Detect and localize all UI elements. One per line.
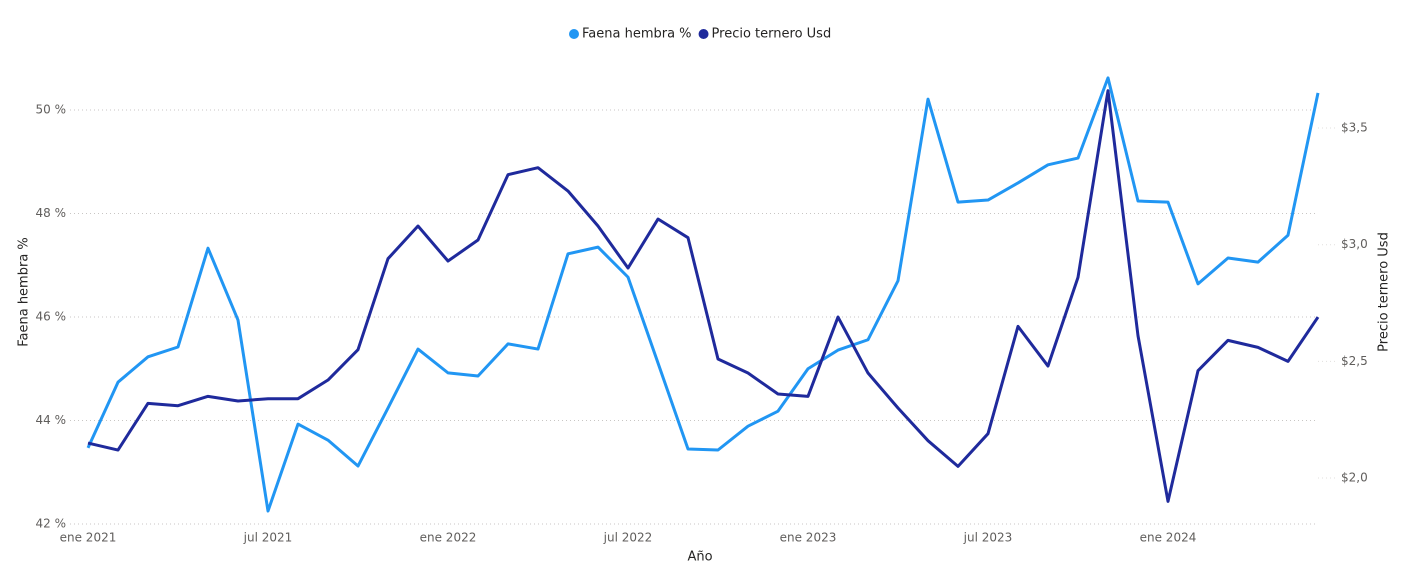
series-line <box>87 89 1320 503</box>
x-tick-label: ene 2024 <box>1140 531 1197 545</box>
series-line <box>86 76 1320 513</box>
x-tick-label: ene 2021 <box>60 531 117 545</box>
y-axis-title: Faena hembra % <box>17 237 32 347</box>
y-tick-label: 48 % <box>36 206 67 220</box>
legend-marker <box>698 29 709 39</box>
y-tick-label: 50 % <box>36 102 67 116</box>
legend-label: Precio ternero Usd <box>712 27 832 42</box>
y2-tick-label: $2,0 <box>1341 471 1368 485</box>
y2-tick-label: $3,0 <box>1341 237 1368 251</box>
x-axis-title: Año <box>687 550 712 564</box>
legend-label: Faena hembra % <box>582 27 692 42</box>
y-tick-label: 42 % <box>36 517 67 531</box>
y2-axis-title: Precio ternero Usd <box>1377 232 1392 352</box>
x-tick-label: ene 2022 <box>420 531 477 545</box>
y2-tick-label: $2,5 <box>1341 354 1368 368</box>
y2-tick-label: $3,5 <box>1341 121 1368 135</box>
x-tick-label: jul 2022 <box>603 531 653 545</box>
x-tick-label: ene 2023 <box>780 531 837 545</box>
x-tick-label: jul 2021 <box>243 531 293 545</box>
y-tick-label: 46 % <box>36 309 67 323</box>
y-tick-label: 44 % <box>36 413 67 427</box>
x-tick-label: jul 2023 <box>963 531 1013 545</box>
legend-marker <box>569 29 579 39</box>
